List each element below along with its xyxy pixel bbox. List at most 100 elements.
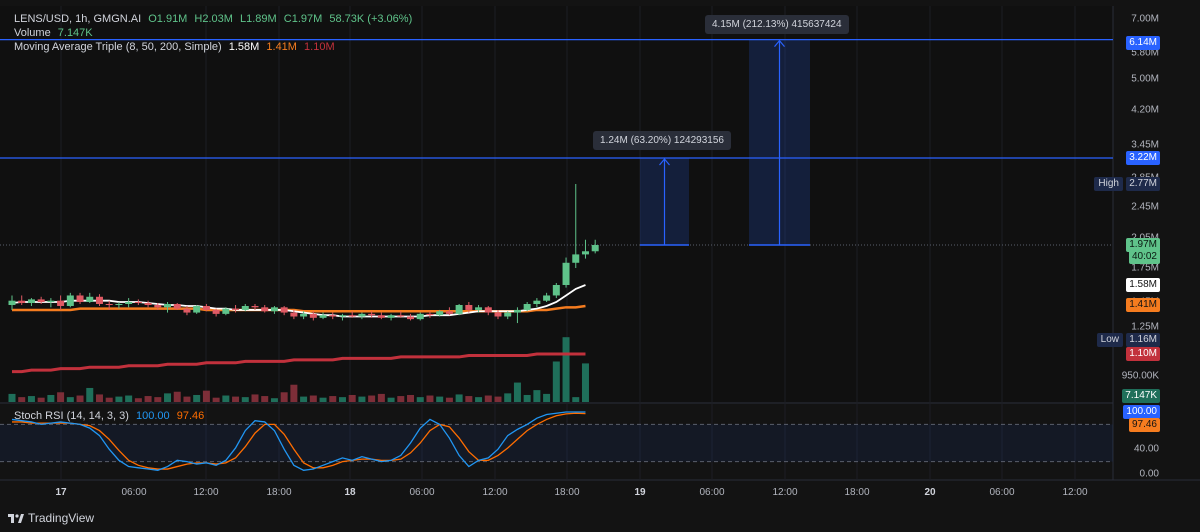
candle-body (134, 302, 142, 303)
candle-body (591, 245, 599, 252)
measure-tools (640, 39, 810, 246)
volume-bar (494, 396, 502, 402)
volume-bar (261, 396, 269, 402)
high-price-badge: 2.77M (1126, 177, 1160, 191)
candle-body (37, 299, 45, 302)
volume-bar (134, 398, 142, 402)
volume-bar (95, 394, 103, 402)
volume-bar (115, 396, 123, 402)
candle-body (241, 306, 249, 310)
time-axis-label: 17 (55, 487, 67, 498)
volume-bar (86, 387, 94, 402)
volume-bar (377, 393, 385, 402)
stoch-rsi-legend[interactable]: Stoch RSI (14, 14, 3, 3) 100.00 97.46 (14, 410, 208, 422)
volume-bar (251, 394, 259, 402)
volume-bar (76, 395, 84, 402)
volume-bar (222, 395, 230, 402)
candle-body (407, 316, 415, 320)
target1-price-badge: 3.22M (1126, 151, 1160, 165)
rsi-d-value: 97.46 (176, 410, 205, 422)
candle-body (494, 312, 502, 317)
candle-body (270, 307, 278, 312)
price-axis-tick: 2.45M (1131, 201, 1159, 213)
target2-price-badge: 6.14M (1126, 36, 1160, 50)
volume-bar (533, 390, 541, 402)
time-axis-label: 19 (634, 487, 646, 498)
time-axis-label: 06:00 (699, 487, 725, 498)
price-pane (0, 6, 1113, 402)
candle-body (377, 315, 385, 318)
open-value: O1.91M (148, 13, 188, 25)
candle-body (329, 315, 337, 317)
low-price-badge: 1.16M (1126, 333, 1160, 347)
volume-bar (18, 397, 26, 402)
symbol-title[interactable]: LENS/USD, 1h, GMGN.AI (14, 13, 142, 25)
candle-body (8, 300, 16, 305)
ma-legend[interactable]: Moving Average Triple (8, 50, 200, Simpl… (14, 41, 339, 54)
volume-bar (27, 396, 35, 402)
volume-bar (183, 396, 191, 402)
candle-body (164, 304, 172, 308)
volume-bar (513, 382, 521, 402)
candle-body (125, 302, 133, 304)
volume-bar (232, 396, 240, 402)
target-lines (0, 39, 1113, 159)
candle-body (319, 315, 327, 318)
volume-legend[interactable]: Volume 7.147K (14, 27, 97, 40)
volume-bar (105, 397, 113, 402)
candle-body (581, 251, 589, 255)
candle-body (348, 315, 356, 317)
time-axis-label: 06:00 (121, 487, 147, 498)
candle-body (115, 304, 123, 305)
candle-body (300, 313, 308, 317)
measure-2-label: 4.15M (212.13%) 415637424 (705, 15, 849, 34)
volume-bar (475, 397, 483, 402)
time-axis-label: 06:00 (409, 487, 435, 498)
time-axis-label: 12:00 (193, 487, 219, 498)
volume-bar (504, 393, 512, 402)
ma2-value: 1.41M (266, 41, 297, 53)
volume-bar (562, 337, 570, 402)
volume-bar (358, 396, 366, 402)
candle-body (144, 303, 152, 305)
ma1-value: 1.58M (228, 41, 260, 53)
footer-branding[interactable]: TradingView (8, 511, 94, 525)
candle-body (280, 307, 288, 313)
candle-body (562, 262, 570, 285)
candle-body (309, 313, 317, 318)
rsi-value-badge: 100.00 (1123, 405, 1160, 419)
volume-bar (329, 396, 337, 402)
volume-bar (202, 390, 210, 402)
volume-bar (125, 395, 133, 402)
volume-bar (436, 396, 444, 402)
time-axis-label: 12:00 (1062, 487, 1088, 498)
candle-body (76, 295, 84, 302)
measure-2-arrow-head (774, 39, 785, 48)
symbol-legend[interactable]: LENS/USD, 1h, GMGN.AI O1.91M H2.03M L1.8… (14, 13, 416, 26)
rsi-axis-tick: 40.00 (1133, 443, 1159, 455)
ma200-line (12, 352, 586, 374)
rsi-label: Stoch RSI (14, 14, 3, 3) (14, 410, 129, 422)
time-axis-label: 18 (344, 487, 356, 498)
brand-name: TradingView (28, 511, 95, 525)
price-axis-tick: 5.00M (1131, 73, 1159, 85)
candle-body (183, 308, 191, 313)
candle-body (232, 308, 240, 310)
candle-body (193, 306, 201, 313)
candle-body (57, 300, 65, 306)
measure-1-arrow-head (659, 158, 670, 166)
ma-label: Moving Average Triple (8, 50, 200, Simpl… (14, 41, 222, 53)
volume-label: Volume (14, 27, 51, 39)
volume-bar (212, 397, 220, 402)
tradingview-logo-icon (8, 514, 24, 523)
volume-bar (144, 396, 152, 402)
volume-value: 7.147K (57, 27, 93, 39)
volume-bar (319, 397, 327, 402)
volume-bar (300, 396, 308, 402)
candle-body (18, 300, 26, 303)
candle-body (455, 305, 463, 314)
candle-body (465, 305, 473, 310)
volume-bar (523, 394, 531, 402)
